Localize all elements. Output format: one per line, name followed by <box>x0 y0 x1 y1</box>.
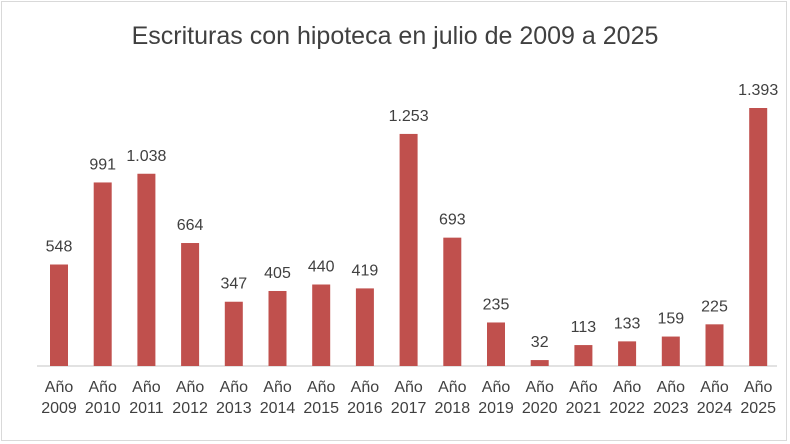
data-label: 32 <box>531 334 549 351</box>
data-label: 225 <box>701 298 728 315</box>
data-label: 347 <box>220 276 247 293</box>
bar <box>181 243 200 366</box>
bar <box>137 173 156 366</box>
data-label: 159 <box>657 311 684 328</box>
bar <box>530 360 549 366</box>
x-tick-label: Año 2020 <box>522 379 558 417</box>
data-label: 664 <box>177 217 204 234</box>
data-label: 419 <box>352 262 379 279</box>
bar <box>399 133 418 366</box>
data-label: 1.393 <box>738 82 778 99</box>
data-label: 548 <box>46 239 73 256</box>
x-tick-label: Año 2017 <box>391 379 427 417</box>
bar <box>661 336 680 366</box>
bar <box>487 322 505 366</box>
x-tick-label: Año 2014 <box>260 379 296 417</box>
bar <box>355 288 374 366</box>
x-tick-label: Año 2022 <box>609 379 645 417</box>
data-label: 133 <box>614 315 641 332</box>
bar <box>618 341 637 366</box>
x-tick-label: Año 2013 <box>216 379 252 417</box>
x-tick-label: Año 2018 <box>435 379 471 417</box>
data-label: 440 <box>308 259 335 276</box>
x-tick-label: Año 2010 <box>85 379 121 417</box>
x-tick-label: Año 2024 <box>697 379 733 417</box>
x-tick-label: Año 2025 <box>740 379 776 417</box>
bar <box>93 182 112 366</box>
data-label: 113 <box>571 319 597 336</box>
bar <box>443 237 462 366</box>
data-label: 235 <box>483 296 510 313</box>
x-tick-label: Año 2011 <box>129 379 164 417</box>
bar <box>749 108 768 366</box>
bar <box>574 345 593 366</box>
data-label: 991 <box>89 156 116 173</box>
x-tick-label: Año 2009 <box>41 379 77 417</box>
bar <box>705 324 724 366</box>
bar <box>50 264 68 366</box>
bar <box>224 301 243 366</box>
data-label: 405 <box>264 265 291 282</box>
x-tick-label: Año 2021 <box>566 379 602 417</box>
data-label: 1.253 <box>389 108 429 125</box>
data-label: 1.038 <box>126 148 166 165</box>
x-tick-label: Año 2015 <box>303 379 339 417</box>
x-tick-label: Año 2019 <box>478 379 514 417</box>
x-tick-label: Año 2016 <box>347 379 383 417</box>
data-label: 693 <box>439 212 466 229</box>
chart-title: Escrituras con hipoteca en julio de 2009… <box>131 22 659 50</box>
x-tick-label: Año 2012 <box>172 379 208 417</box>
bar <box>268 290 287 366</box>
bar <box>312 284 331 366</box>
x-tick-label: Año 2023 <box>653 379 689 417</box>
